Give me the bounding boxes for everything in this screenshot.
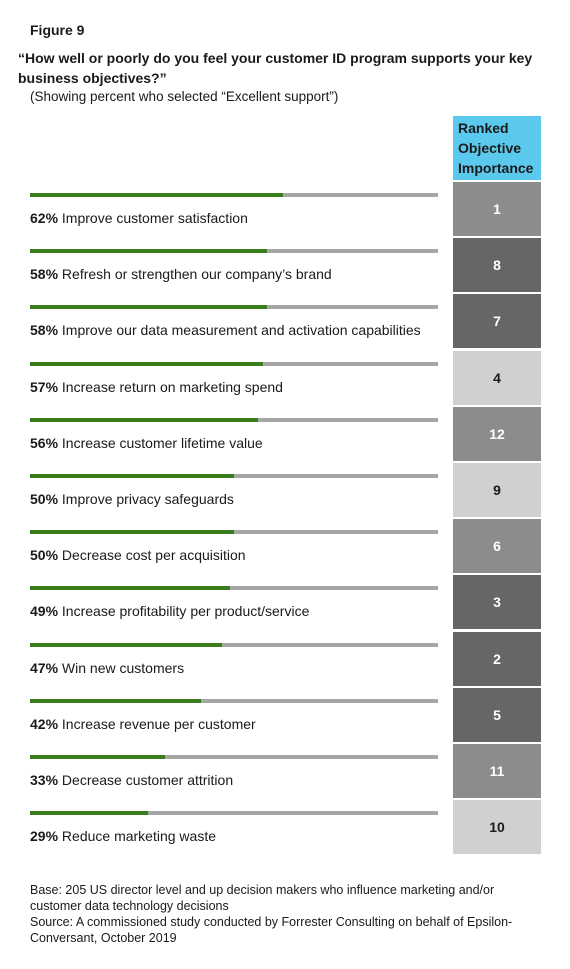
footnote-source: Source: A commissioned study conducted b…	[30, 915, 513, 945]
bar-track	[30, 417, 438, 422]
bar	[30, 755, 165, 759]
category-label: Improve customer satisfaction	[58, 210, 248, 226]
bar-label: 29% Reduce marketing waste	[30, 828, 216, 844]
value-label: 29%	[30, 828, 59, 845]
bar-track	[30, 474, 438, 478]
bar-row: 33% Decrease customer attrition 11	[0, 743, 570, 799]
category-label: Increase profitability per product/servi…	[58, 603, 310, 620]
bar-row: 58% Refresh or strengthen our company’s …	[0, 237, 570, 293]
ranked-importance-header: Ranked Objective Importance	[453, 116, 541, 180]
bar-label: 57% Increase return on marketing spend	[30, 379, 283, 395]
category-label: Improve privacy safeguards	[58, 491, 234, 507]
bar-track	[30, 811, 438, 816]
rank-cell: 3	[453, 575, 541, 630]
value-label: 58%	[30, 322, 59, 339]
bar-row: 50% Decrease cost per acquisition 6	[0, 518, 570, 574]
value-label: 58%	[30, 266, 59, 283]
bar-label: 47% Win new customers	[30, 660, 184, 676]
bar-row: 58% Improve our data measurement and act…	[0, 293, 570, 349]
bar-label: 62% Improve customer satisfaction	[30, 210, 248, 226]
bar-row: 49% Increase profitability per product/s…	[0, 574, 570, 630]
bar-label: 58% Improve our data measurement and act…	[30, 322, 421, 338]
bar-label: 58% Refresh or strengthen our company’s …	[30, 266, 332, 282]
value-label: 56%	[30, 434, 59, 451]
bar-track	[30, 249, 438, 254]
bar	[30, 417, 259, 422]
value-label: 50%	[30, 491, 59, 507]
category-label: Increase return on marketing spend	[58, 378, 283, 395]
figure-label: Figure 9	[30, 22, 85, 38]
bar-track	[30, 755, 438, 759]
rank-cell: 2	[453, 631, 541, 686]
chart-subtitle: (Showing percent who selected “Excellent…	[30, 89, 339, 104]
rank-cell: 9	[453, 463, 541, 517]
rank-cell: 5	[453, 687, 541, 742]
category-label: Increase revenue per customer	[58, 715, 256, 732]
rank-cell: 7	[453, 294, 541, 349]
rank-cell: 4	[453, 350, 541, 405]
bar-track	[30, 361, 438, 366]
value-label: 33%	[30, 772, 59, 788]
bar-track	[30, 698, 438, 703]
bar-row: 57% Increase return on marketing spend 4	[0, 350, 570, 406]
bar-label: 49% Increase profitability per product/s…	[30, 603, 309, 619]
bar-row: 42% Increase revenue per customer 5	[0, 687, 570, 743]
value-label: 50%	[30, 547, 59, 564]
bar	[30, 249, 267, 254]
bar-track	[30, 530, 438, 535]
bar	[30, 474, 234, 478]
rank-cell: 11	[453, 744, 541, 798]
bar-label: 50% Improve privacy safeguards	[30, 491, 234, 507]
rank-cell: 1	[453, 182, 541, 236]
bar-label: 33% Decrease customer attrition	[30, 772, 233, 788]
bar	[30, 193, 283, 197]
value-label: 57%	[30, 378, 59, 395]
rank-cell: 12	[453, 406, 541, 461]
category-label: Reduce marketing waste	[58, 828, 216, 845]
category-label: Decrease customer attrition	[58, 772, 234, 788]
bar	[30, 642, 222, 647]
footnote: Base: 205 US director level and up decis…	[30, 882, 530, 946]
bar-label: 42% Increase revenue per customer	[30, 716, 256, 732]
bar	[30, 698, 202, 703]
rank-cell: 10	[453, 800, 541, 855]
footnote-base: Base: 205 US director level and up decis…	[30, 883, 495, 913]
bar-row: 29% Reduce marketing waste 10	[0, 799, 570, 855]
category-label: Improve our data measurement and activat…	[58, 322, 421, 339]
bar-label: 50% Decrease cost per acquisition	[30, 547, 246, 563]
value-label: 49%	[30, 603, 59, 620]
bar-row: 47% Win new customers 2	[0, 631, 570, 687]
value-label: 42%	[30, 715, 59, 732]
category-label: Win new customers	[58, 659, 185, 676]
bar-row: 56% Increase customer lifetime value 12	[0, 406, 570, 462]
bar-track	[30, 305, 438, 310]
bar	[30, 530, 234, 535]
bar	[30, 586, 230, 591]
bar	[30, 305, 267, 310]
bar-row: 62% Improve customer satisfaction 1	[0, 181, 570, 237]
category-label: Increase customer lifetime value	[58, 434, 263, 451]
bar-track	[30, 193, 438, 197]
bar	[30, 361, 263, 366]
category-label: Refresh or strengthen our company’s bran…	[58, 266, 332, 283]
bar-track	[30, 586, 438, 591]
bar-row: 50% Improve privacy safeguards 9	[0, 462, 570, 518]
bar-label: 56% Increase customer lifetime value	[30, 435, 263, 451]
value-label: 62%	[30, 210, 59, 226]
rank-cell: 8	[453, 238, 541, 293]
chart-question: “How well or poorly do you feel your cus…	[18, 50, 533, 86]
value-label: 47%	[30, 659, 59, 676]
category-label: Decrease cost per acquisition	[58, 547, 246, 564]
rank-cell: 6	[453, 519, 541, 574]
bar	[30, 811, 149, 816]
bar-track	[30, 642, 438, 647]
